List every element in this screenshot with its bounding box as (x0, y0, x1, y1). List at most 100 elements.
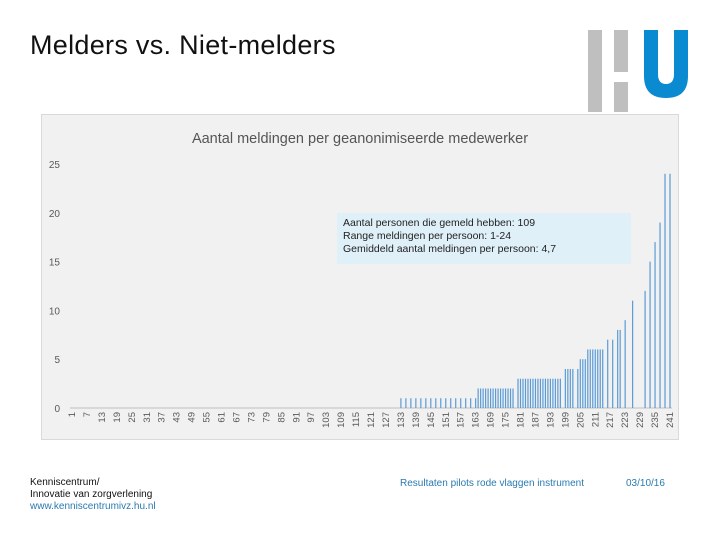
bar (445, 398, 447, 408)
x-tick-label: 139 (411, 412, 422, 428)
bar (460, 398, 462, 408)
bar-chart: Aantal meldingen per geanonimiseerde med… (49, 131, 676, 428)
bar (420, 398, 422, 408)
bar (504, 388, 507, 408)
summary-textbox: Aantal personen die gemeld hebben: 109 R… (337, 213, 631, 264)
bar (547, 378, 549, 408)
bar (517, 378, 519, 408)
bar (567, 368, 569, 408)
footer-org-line2: Innovatie van zorgverlening (30, 489, 153, 500)
footer-url[interactable]: www.kenniscentrumivz.hu.nl (30, 501, 156, 512)
x-tick-label: 187 (530, 412, 541, 428)
bar (664, 173, 666, 408)
bar (490, 388, 492, 408)
x-tick-label: 91 (291, 412, 302, 423)
bar (594, 349, 596, 408)
y-axis: 0 5 10 15 20 25 (49, 160, 61, 415)
x-tick-label: 133 (396, 412, 407, 428)
x-tick-label: 205 (575, 412, 586, 428)
bar (507, 388, 509, 408)
x-tick-label: 157 (456, 412, 467, 428)
bar (539, 378, 542, 408)
bar (425, 398, 427, 408)
bar (482, 388, 484, 408)
bar (607, 339, 609, 408)
bar (532, 378, 534, 408)
x-tick-label: 85 (276, 412, 287, 423)
bar (499, 388, 502, 408)
x-tick-label: 25 (127, 412, 138, 423)
bar (410, 398, 412, 408)
y-tick-label: 0 (54, 404, 60, 415)
bar (612, 339, 614, 408)
bar (475, 398, 477, 408)
x-tick-label: 223 (620, 412, 631, 428)
x-tick-label: 7 (82, 412, 93, 417)
bar (497, 388, 499, 408)
x-tick-label: 97 (306, 412, 317, 423)
bar (450, 398, 452, 408)
x-tick-label: 229 (635, 412, 646, 428)
chart-frame: Aantal meldingen per geanonimiseerde med… (41, 114, 679, 440)
y-tick-label: 10 (49, 306, 61, 317)
bar (502, 388, 504, 408)
x-tick-label: 175 (501, 412, 512, 428)
bar (597, 349, 599, 408)
bar (587, 349, 589, 408)
bar (572, 368, 574, 408)
summary-line-range: Range meldingen per persoon: 1-24 (343, 230, 512, 242)
slide-title: Melders vs. Niet-melders (30, 30, 336, 60)
x-tick-label: 169 (486, 412, 497, 428)
x-tick-label: 67 (231, 412, 242, 423)
bar (632, 300, 634, 408)
hu-logo (588, 30, 688, 112)
bar (617, 329, 619, 408)
y-tick-label: 25 (49, 160, 61, 171)
bar (659, 222, 661, 408)
bar (552, 378, 554, 408)
bar (592, 349, 594, 408)
x-tick-label: 37 (157, 412, 168, 423)
bar (435, 398, 437, 408)
bar (599, 349, 601, 408)
bar (477, 388, 479, 408)
footer-organisation: Kenniscentrum/ Innovatie van zorgverleni… (30, 477, 156, 513)
x-tick-label: 151 (441, 412, 452, 428)
bar (440, 398, 442, 408)
bar (559, 378, 561, 408)
bar (619, 329, 621, 408)
bar (654, 242, 656, 408)
x-tick-label: 73 (246, 412, 257, 423)
y-tick-label: 15 (49, 258, 61, 269)
x-tick-label: 217 (605, 412, 616, 428)
bar (577, 368, 579, 408)
footer-presentation-title: Resultaten pilots rode vlaggen instrumen… (400, 478, 584, 489)
bar (669, 173, 671, 408)
bar (524, 378, 527, 408)
bar (519, 378, 522, 408)
bar (522, 378, 524, 408)
x-tick-label: 109 (336, 412, 347, 428)
bar (534, 378, 537, 408)
bar (529, 378, 532, 408)
bars (400, 173, 671, 408)
x-tick-label: 121 (366, 412, 377, 428)
x-tick-label: 145 (426, 412, 437, 428)
bar (644, 290, 646, 408)
x-tick-label: 241 (665, 412, 676, 428)
bar (470, 398, 472, 408)
summary-line-count: Aantal personen die gemeld hebben: 109 (343, 217, 536, 229)
bar (564, 368, 566, 408)
bar (485, 388, 487, 408)
x-tick-label: 115 (351, 412, 362, 427)
logo-bar-mid-bottom (614, 82, 628, 112)
x-tick-label: 43 (172, 412, 183, 423)
x-tick-label: 31 (142, 412, 153, 423)
bar (455, 398, 457, 408)
footer-date: 03/10/16 (626, 478, 665, 489)
x-tick-label: 79 (261, 412, 272, 423)
bar (430, 398, 432, 408)
bar (537, 378, 539, 408)
bar (582, 359, 584, 408)
logo-u-shape (644, 30, 688, 98)
